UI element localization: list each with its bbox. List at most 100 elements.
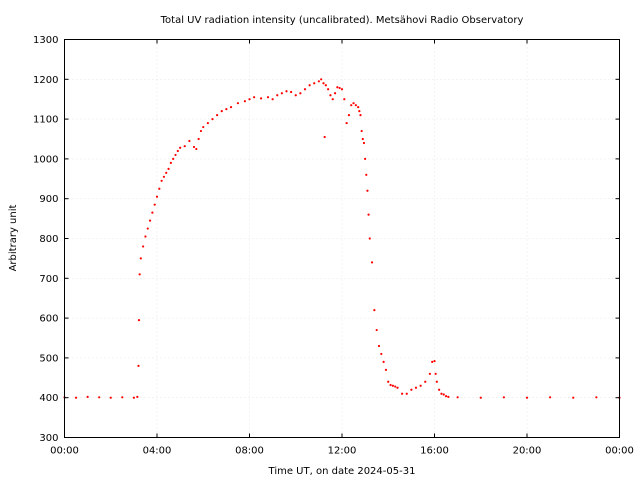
data-point [479,396,482,399]
data-point [290,90,293,94]
data-point [380,352,383,356]
data-point [595,396,598,399]
data-point [359,114,362,117]
data-point [236,102,240,105]
data-point [373,309,376,312]
data-point [456,396,459,399]
data-point [320,78,323,81]
data-point [195,147,198,151]
data-point [216,114,219,117]
axis-ticks [64,39,620,438]
data-point [331,98,334,101]
data-point [435,380,438,383]
data-point [192,145,196,149]
data-point [431,360,434,363]
data-point [389,383,392,387]
data-point [294,94,297,97]
x-tick-label: 04:00 [143,446,172,457]
x-tick-label: 16:00 [420,446,449,457]
data-point [362,141,366,145]
data-point [211,118,214,121]
data-point [401,392,404,395]
data-point [396,386,399,389]
data-point [276,94,279,97]
data-point [313,82,316,85]
data-point [324,84,327,87]
data-point [391,384,394,387]
data-point [327,88,330,91]
data-point [202,125,205,129]
data-point [206,121,209,125]
y-tick-label: 1200 [33,75,58,86]
data-point [136,395,139,399]
data-point [549,396,552,399]
data-point [424,380,427,383]
data-point [322,82,325,85]
data-point [132,396,135,399]
data-point [387,380,390,383]
data-point [121,396,124,399]
data-point [364,157,367,160]
data-point [438,388,441,391]
y-tick-label: 300 [39,433,58,444]
data-point [144,235,147,238]
data-point [109,396,112,399]
data-point [158,187,161,190]
data-point [142,245,145,248]
data-point [340,88,344,91]
data-point [285,90,288,93]
y-tick-label: 1100 [33,115,58,126]
data-point [384,368,388,371]
y-tick-label: 400 [39,393,58,404]
data-point [370,261,374,264]
data-point [428,372,431,375]
data-point [197,137,200,141]
data-point [444,395,448,398]
data-point [447,395,450,399]
data-point [225,108,228,111]
data-point [74,396,78,399]
data-point [280,92,283,95]
data-points [63,78,621,399]
chart-title: Total UV radiation intensity (uncalibrat… [160,15,524,26]
y-tick-label: 500 [39,353,58,364]
data-point [169,161,172,164]
data-point [394,385,397,388]
data-point [333,92,337,95]
grid-lines [64,39,620,438]
y-tick-label: 700 [39,274,58,285]
data-point [361,137,364,141]
data-point [433,359,436,363]
x-axis-label: Time UT, on date 2024-05-31 [268,466,416,477]
data-point [360,129,363,133]
data-point [358,110,361,113]
data-point [442,393,445,396]
data-point [148,219,152,222]
data-point [172,157,175,160]
data-point [345,121,348,125]
data-point [86,395,89,399]
y-tick-label: 1000 [33,154,58,165]
data-point [199,129,203,133]
data-point [336,86,339,89]
data-point [350,104,353,107]
data-point [155,195,159,198]
data-point [253,96,256,99]
data-point [179,146,182,149]
data-point [434,372,437,375]
data-point [405,392,408,395]
data-point [220,110,223,113]
data-point [414,386,418,389]
data-point [502,396,505,399]
x-tick-label: 00:00 [605,446,634,457]
data-point [572,396,575,399]
data-point [440,392,443,395]
data-point [377,344,381,348]
data-point [137,318,141,322]
data-point [367,213,370,216]
data-point [139,257,142,260]
data-point [352,102,355,105]
y-tick-label: 800 [39,234,58,245]
data-point [525,396,529,399]
